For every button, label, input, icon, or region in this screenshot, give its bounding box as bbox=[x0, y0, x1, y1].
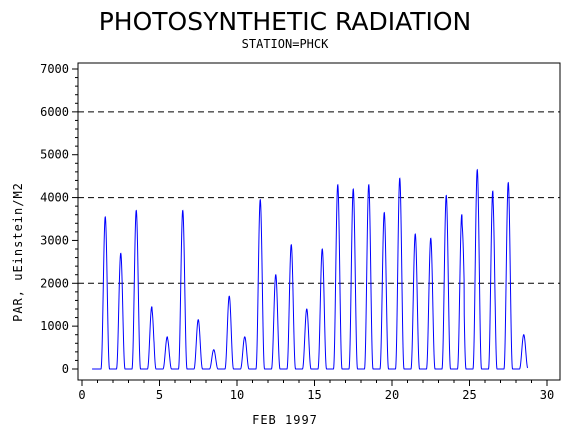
x-tick-label: 0 bbox=[78, 388, 85, 402]
y-tick-label: 7000 bbox=[40, 62, 69, 76]
plot-frame bbox=[77, 62, 561, 381]
y-tick-label: 6000 bbox=[40, 105, 69, 119]
x-tick-label: 30 bbox=[540, 388, 554, 402]
y-axis-label: PAR, uEinstein/M2 bbox=[11, 182, 25, 322]
par-series-line bbox=[92, 168, 529, 370]
y-tick-label: 0 bbox=[62, 362, 69, 376]
reference-lines bbox=[78, 111, 560, 284]
y-tick-label: 1000 bbox=[40, 319, 69, 333]
x-axis-ticks: 0 5 10 15 20 25 30 bbox=[78, 380, 554, 402]
y-tick-label: 4000 bbox=[40, 191, 69, 205]
chart-title: PHOTOSYNTHETIC RADIATION bbox=[99, 7, 472, 36]
y-tick-label: 2000 bbox=[40, 276, 69, 290]
x-axis-label: FEB 1997 bbox=[252, 413, 318, 427]
x-tick-label: 5 bbox=[156, 388, 163, 402]
x-tick-label: 25 bbox=[462, 388, 476, 402]
series-layer bbox=[92, 168, 529, 370]
y-tick-label: 3000 bbox=[40, 233, 69, 247]
x-tick-label: 20 bbox=[385, 388, 399, 402]
x-tick-label: 10 bbox=[230, 388, 244, 402]
x-tick-label: 15 bbox=[307, 388, 321, 402]
y-axis-ticks: 0 1000 2000 3000 4000 5000 6000 7000 bbox=[40, 62, 78, 376]
chart-subtitle: STATION=PHCK bbox=[242, 37, 329, 51]
y-tick-label: 5000 bbox=[40, 148, 69, 162]
